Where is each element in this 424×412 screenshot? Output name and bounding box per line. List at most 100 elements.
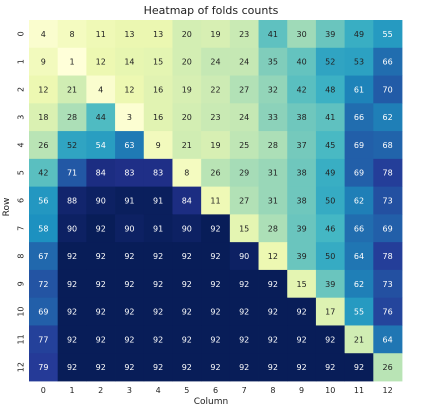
y-tick-label: 9 xyxy=(17,281,26,286)
cell-value-label: 92 xyxy=(96,308,106,317)
cell-value-label: 90 xyxy=(67,224,77,233)
y-tick-label: 7 xyxy=(17,226,26,231)
cell-value-label: 49 xyxy=(325,169,335,178)
y-tick-label: 2 xyxy=(17,87,26,92)
cell-value-label: 21 xyxy=(354,335,364,344)
cell-value-label: 27 xyxy=(239,85,249,94)
cell-value-label: 90 xyxy=(182,224,192,233)
cell-value-label: 61 xyxy=(354,85,364,94)
cell-value-label: 13 xyxy=(124,30,134,39)
y-tick-label: 12 xyxy=(17,362,26,372)
chart-title: Heatmap of folds counts xyxy=(144,4,279,17)
cell-value-label: 48 xyxy=(325,85,335,94)
cell-value-label: 38 xyxy=(296,113,306,122)
cell-value-label: 69 xyxy=(354,141,364,150)
cell-value-label: 91 xyxy=(153,224,163,233)
cell-value-label: 92 xyxy=(96,280,106,289)
cell-value-label: 92 xyxy=(67,280,77,289)
cell-value-label: 40 xyxy=(296,58,306,67)
cell-value-label: 66 xyxy=(354,224,364,233)
cell-value-label: 92 xyxy=(239,308,249,317)
y-axis-label: Row xyxy=(2,198,12,217)
x-tick-label: 4 xyxy=(156,386,161,395)
cell-value-label: 92 xyxy=(182,363,192,372)
cell-value-label: 84 xyxy=(96,169,106,178)
cell-value-label: 90 xyxy=(124,224,134,233)
cell-value-label: 67 xyxy=(38,252,48,261)
cell-value-label: 23 xyxy=(210,113,220,122)
cell-value-label: 24 xyxy=(210,58,220,67)
cell-value-label: 22 xyxy=(210,85,220,94)
cell-value-label: 42 xyxy=(296,85,306,94)
cell-value-label: 91 xyxy=(153,197,163,206)
cell-value-label: 58 xyxy=(38,224,48,233)
cell-value-label: 53 xyxy=(354,58,364,67)
cell-value-label: 39 xyxy=(296,224,306,233)
cell-value-label: 92 xyxy=(67,252,77,261)
cell-value-label: 77 xyxy=(38,335,48,344)
cell-value-label: 64 xyxy=(354,252,364,261)
cell-value-label: 55 xyxy=(354,308,364,317)
cell-value-label: 24 xyxy=(239,113,249,122)
cell-value-label: 92 xyxy=(96,224,106,233)
cell-value-label: 92 xyxy=(182,308,192,317)
y-tick-labels: 0123456789101112 xyxy=(17,31,26,372)
cell-value-label: 29 xyxy=(239,169,249,178)
cell-value-label: 91 xyxy=(124,197,134,206)
cell-value-label: 13 xyxy=(153,30,163,39)
cell-value-label: 92 xyxy=(96,335,106,344)
cell-value-label: 32 xyxy=(268,85,278,94)
cell-value-label: 92 xyxy=(268,308,278,317)
x-tick-label: 7 xyxy=(242,386,247,395)
cell-value-label: 92 xyxy=(268,363,278,372)
cell-value-label: 64 xyxy=(383,335,393,344)
cell-value-label: 92 xyxy=(239,280,249,289)
cell-value-label: 1 xyxy=(69,58,74,67)
cell-value-label: 8 xyxy=(69,30,74,39)
y-tick-label: 3 xyxy=(17,115,26,120)
cell-value-label: 39 xyxy=(325,280,335,289)
cell-value-label: 39 xyxy=(296,252,306,261)
cell-value-label: 26 xyxy=(383,363,393,372)
cell-value-label: 92 xyxy=(325,335,335,344)
cell-value-label: 26 xyxy=(210,169,220,178)
cell-value-label: 33 xyxy=(268,113,278,122)
cell-value-label: 63 xyxy=(124,141,134,150)
cell-value-label: 26 xyxy=(38,141,48,150)
cell-value-label: 92 xyxy=(296,335,306,344)
cell-value-label: 90 xyxy=(239,252,249,261)
cell-value-label: 84 xyxy=(182,197,192,206)
cell-value-label: 92 xyxy=(210,335,220,344)
cell-value-label: 62 xyxy=(354,197,364,206)
cell-value-label: 9 xyxy=(41,58,46,67)
x-tick-label: 3 xyxy=(127,386,132,395)
cell-value-label: 92 xyxy=(67,308,77,317)
cell-value-label: 92 xyxy=(182,280,192,289)
cell-value-label: 79 xyxy=(38,363,48,372)
y-tick-label: 8 xyxy=(17,253,26,258)
cell-value-label: 71 xyxy=(67,169,77,178)
cell-value-label: 15 xyxy=(239,224,249,233)
cell-value-label: 55 xyxy=(383,30,393,39)
cell-value-label: 12 xyxy=(38,85,48,94)
cell-value-label: 92 xyxy=(67,363,77,372)
cell-value-label: 31 xyxy=(268,197,278,206)
cell-value-label: 16 xyxy=(153,113,163,122)
cell-value-label: 70 xyxy=(383,85,393,94)
cell-value-label: 92 xyxy=(210,363,220,372)
x-tick-label: 10 xyxy=(325,386,335,395)
cell-value-label: 73 xyxy=(383,280,393,289)
cell-value-label: 50 xyxy=(325,252,335,261)
cell-value-label: 92 xyxy=(239,335,249,344)
heatmap-cells: 4 8 11 13 13 20 19 23 41 30 39 49 559 1 12 14 15 20 24 24 35… xyxy=(29,20,402,381)
cell-value-label: 90 xyxy=(96,197,106,206)
cell-value-label: 27 xyxy=(239,197,249,206)
cell-value-label: 38 xyxy=(296,197,306,206)
cell-value-label: 92 xyxy=(210,280,220,289)
cell-value-label: 72 xyxy=(38,280,48,289)
cell-value-label: 66 xyxy=(354,113,364,122)
cell-value-label: 17 xyxy=(325,308,335,317)
cell-value-label: 19 xyxy=(182,85,192,94)
cell-value-label: 62 xyxy=(383,113,393,122)
